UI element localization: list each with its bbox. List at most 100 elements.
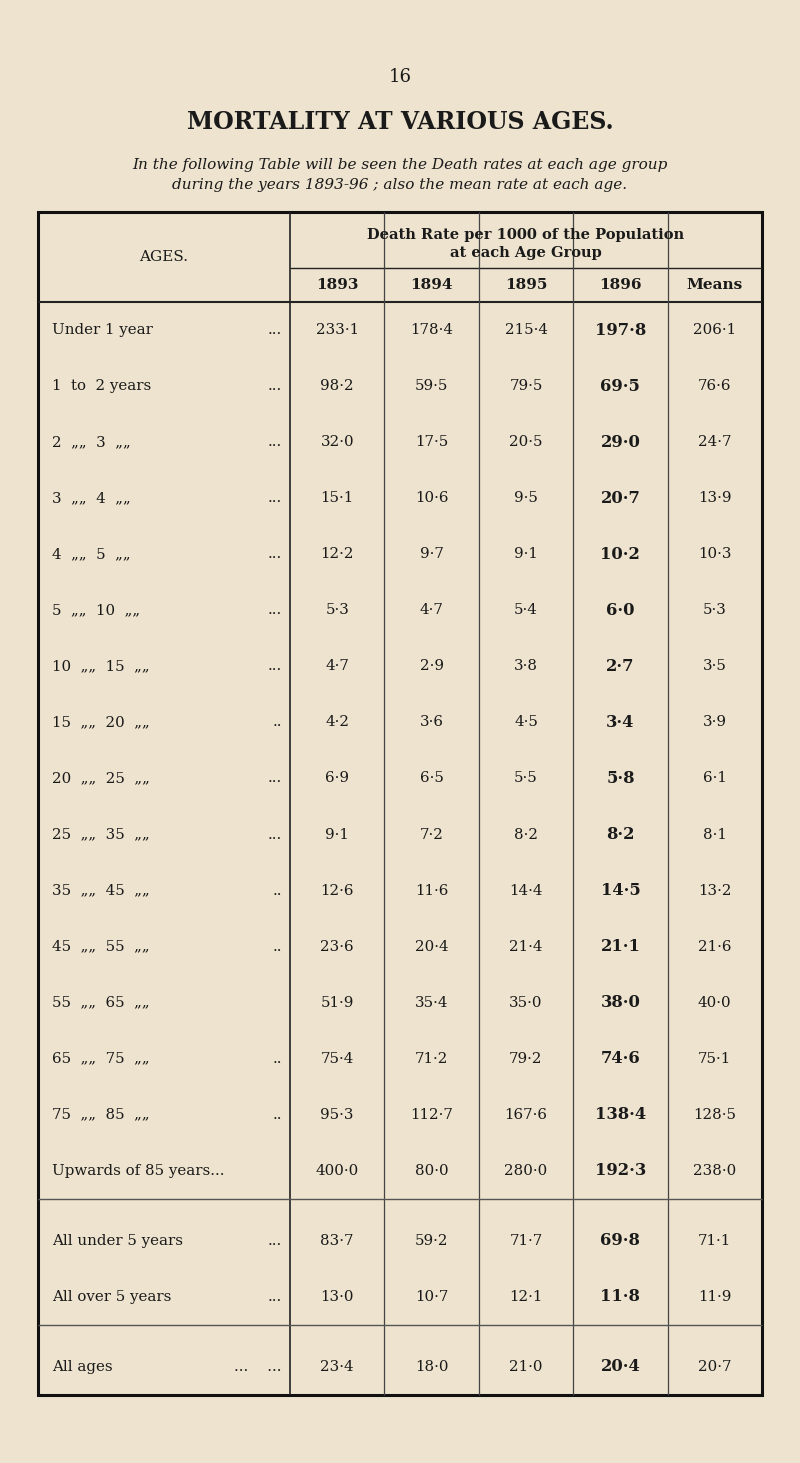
Text: ...: ... xyxy=(268,492,282,505)
Text: 4·7: 4·7 xyxy=(326,660,349,673)
Text: 69·8: 69·8 xyxy=(601,1232,640,1249)
Text: 14·4: 14·4 xyxy=(510,884,542,898)
Text: ...: ... xyxy=(268,379,282,394)
Text: 20·7: 20·7 xyxy=(601,490,640,506)
Text: 35·0: 35·0 xyxy=(510,996,542,1009)
Text: 238·0: 238·0 xyxy=(693,1163,737,1178)
Text: 2  „„  3  „„: 2 „„ 3 „„ xyxy=(52,435,130,449)
Bar xyxy=(38,212,762,1396)
Text: 76·6: 76·6 xyxy=(698,379,731,394)
Text: 197·8: 197·8 xyxy=(594,322,646,338)
Text: 38·0: 38·0 xyxy=(601,995,640,1011)
Text: 6·5: 6·5 xyxy=(420,771,443,786)
Text: MORTALITY AT VARIOUS AGES.: MORTALITY AT VARIOUS AGES. xyxy=(186,110,614,135)
Text: 59·5: 59·5 xyxy=(415,379,448,394)
Text: 1893: 1893 xyxy=(316,278,358,293)
Text: 10·3: 10·3 xyxy=(698,547,731,562)
Text: ...: ... xyxy=(268,660,282,673)
Text: 51·9: 51·9 xyxy=(321,996,354,1009)
Text: 45  „„  55  „„: 45 „„ 55 „„ xyxy=(52,939,150,954)
Text: 6·0: 6·0 xyxy=(606,601,634,619)
Text: 74·6: 74·6 xyxy=(601,1050,640,1067)
Text: 6·1: 6·1 xyxy=(703,771,726,786)
Text: 112·7: 112·7 xyxy=(410,1107,453,1122)
Text: 32·0: 32·0 xyxy=(320,435,354,449)
Text: 4·7: 4·7 xyxy=(420,603,443,617)
Text: 12·1: 12·1 xyxy=(510,1290,542,1304)
Text: 233·1: 233·1 xyxy=(316,323,358,336)
Text: Means: Means xyxy=(686,278,743,293)
Text: ...: ... xyxy=(268,1290,282,1304)
Text: 7·2: 7·2 xyxy=(420,828,443,841)
Text: 4·5: 4·5 xyxy=(514,715,538,730)
Text: Upwards of 85 years...: Upwards of 85 years... xyxy=(52,1163,225,1178)
Text: 55  „„  65  „„: 55 „„ 65 „„ xyxy=(52,996,150,1009)
Text: 98·2: 98·2 xyxy=(320,379,354,394)
Text: 10·6: 10·6 xyxy=(415,492,448,505)
Text: 10·2: 10·2 xyxy=(601,546,640,563)
Text: 2·7: 2·7 xyxy=(606,658,634,674)
Text: 20·5: 20·5 xyxy=(510,435,542,449)
Text: 13·9: 13·9 xyxy=(698,492,731,505)
Text: 400·0: 400·0 xyxy=(315,1163,359,1178)
Text: 12·2: 12·2 xyxy=(321,547,354,562)
Text: 35  „„  45  „„: 35 „„ 45 „„ xyxy=(52,884,150,898)
Text: 11·8: 11·8 xyxy=(601,1289,640,1305)
Text: AGES.: AGES. xyxy=(139,250,189,263)
Text: 69·5: 69·5 xyxy=(601,377,640,395)
Text: ...: ... xyxy=(268,435,282,449)
Text: 15  „„  20  „„: 15 „„ 20 „„ xyxy=(52,715,150,730)
Text: 9·1: 9·1 xyxy=(514,547,538,562)
Text: 13·2: 13·2 xyxy=(698,884,731,898)
Text: 5·4: 5·4 xyxy=(514,603,538,617)
Text: 21·0: 21·0 xyxy=(510,1361,542,1374)
Text: 20·4: 20·4 xyxy=(601,1359,640,1375)
Text: ...: ... xyxy=(268,828,282,841)
Text: 138·4: 138·4 xyxy=(595,1106,646,1124)
Text: ...: ... xyxy=(268,323,282,336)
Text: 12·6: 12·6 xyxy=(321,884,354,898)
Text: Death Rate per 1000 of the Population: Death Rate per 1000 of the Population xyxy=(367,228,685,241)
Text: 8·2: 8·2 xyxy=(606,827,634,843)
Text: 3·8: 3·8 xyxy=(514,660,538,673)
Text: 11·6: 11·6 xyxy=(415,884,448,898)
Text: 128·5: 128·5 xyxy=(694,1107,736,1122)
Text: ...: ... xyxy=(268,771,282,786)
Text: 9·1: 9·1 xyxy=(326,828,349,841)
Text: ..: .. xyxy=(273,1052,282,1065)
Text: 10  „„  15  „„: 10 „„ 15 „„ xyxy=(52,660,150,673)
Text: 3·5: 3·5 xyxy=(703,660,726,673)
Text: All over 5 years: All over 5 years xyxy=(52,1290,171,1304)
Text: 8·2: 8·2 xyxy=(514,828,538,841)
Text: 75·1: 75·1 xyxy=(698,1052,731,1065)
Text: 83·7: 83·7 xyxy=(321,1233,354,1248)
Text: 9·7: 9·7 xyxy=(420,547,443,562)
Text: 206·1: 206·1 xyxy=(694,323,736,336)
Text: 75  „„  85  „„: 75 „„ 85 „„ xyxy=(52,1107,150,1122)
Text: Under 1 year: Under 1 year xyxy=(52,323,153,336)
Text: 79·5: 79·5 xyxy=(510,379,542,394)
Text: 1895: 1895 xyxy=(505,278,547,293)
Text: ...: ... xyxy=(268,603,282,617)
Text: 4·2: 4·2 xyxy=(325,715,349,730)
Text: 8·1: 8·1 xyxy=(703,828,726,841)
Text: 79·2: 79·2 xyxy=(510,1052,542,1065)
Text: 18·0: 18·0 xyxy=(415,1361,448,1374)
Text: 15·1: 15·1 xyxy=(321,492,354,505)
Text: All under 5 years: All under 5 years xyxy=(52,1233,183,1248)
Text: 5·5: 5·5 xyxy=(514,771,538,786)
Text: ...: ... xyxy=(268,1233,282,1248)
Text: at each Age Group: at each Age Group xyxy=(450,246,602,260)
Text: during the years 1893-96 ; also the mean rate at each age.: during the years 1893-96 ; also the mean… xyxy=(173,178,627,192)
Text: 178·4: 178·4 xyxy=(410,323,453,336)
Text: 13·0: 13·0 xyxy=(321,1290,354,1304)
Text: ..: .. xyxy=(273,715,282,730)
Text: 40·0: 40·0 xyxy=(698,996,732,1009)
Text: 65  „„  75  „„: 65 „„ 75 „„ xyxy=(52,1052,150,1065)
Text: 3  „„  4  „„: 3 „„ 4 „„ xyxy=(52,492,130,505)
Text: 75·4: 75·4 xyxy=(321,1052,354,1065)
Text: 1894: 1894 xyxy=(410,278,453,293)
Text: 59·2: 59·2 xyxy=(415,1233,448,1248)
Text: 215·4: 215·4 xyxy=(505,323,547,336)
Text: 5·3: 5·3 xyxy=(326,603,349,617)
